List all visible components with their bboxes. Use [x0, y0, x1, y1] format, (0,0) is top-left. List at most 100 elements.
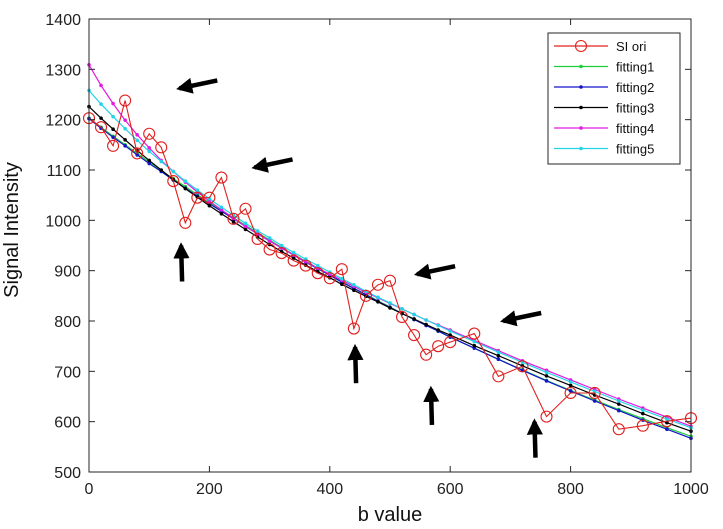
data-point: [195, 188, 200, 192]
data-point: [347, 322, 360, 335]
x-tick-label: 600: [437, 481, 464, 498]
data-point: [227, 212, 240, 225]
data-point: [219, 211, 224, 216]
data-point: [299, 259, 312, 272]
data-point: [424, 322, 428, 327]
data-point: [412, 312, 416, 317]
legend-swatch-marker: [579, 126, 583, 130]
legend-swatch-marker: [579, 146, 583, 151]
data-point: [291, 256, 296, 260]
annotation-arrow: [173, 242, 190, 282]
data-point: [275, 247, 288, 260]
data-point: [665, 427, 669, 432]
data-point: [99, 102, 103, 106]
data-point: [243, 221, 248, 226]
data-point: [111, 114, 115, 119]
data-point: [315, 263, 320, 268]
y-tick-label: 1200: [45, 113, 81, 130]
data-point: [564, 386, 577, 400]
data-point: [641, 411, 645, 416]
annotation-arrow: [526, 418, 543, 458]
data-point: [540, 410, 553, 423]
data-point: [99, 116, 103, 120]
data-point: [207, 203, 212, 208]
data-point: [408, 329, 421, 342]
legend-label: fitting3: [616, 101, 654, 116]
annotation-arrow: [500, 310, 542, 327]
legend-label: fitting2: [616, 80, 654, 95]
legend-entry: fitting5: [554, 142, 654, 157]
y-tick-label: 700: [54, 364, 81, 381]
legend-entry: fitting4: [554, 121, 654, 136]
legend-label: fitting1: [616, 60, 654, 75]
data-point: [424, 318, 428, 322]
data-point: [107, 139, 120, 152]
data-point: [472, 339, 477, 344]
data-point: [123, 126, 127, 131]
data-point: [143, 127, 156, 140]
data-point: [147, 158, 151, 163]
data-point: [99, 83, 103, 88]
data-point: [383, 274, 397, 287]
data-point: [568, 383, 573, 388]
y-tick-label: 1100: [47, 163, 82, 180]
data-point: [94, 121, 108, 134]
data-point: [171, 169, 176, 174]
data-point: [147, 149, 151, 154]
data-point: [135, 132, 139, 137]
data-point: [376, 295, 380, 300]
data-point: [352, 282, 356, 287]
data-point: [436, 328, 440, 332]
data-point: [660, 415, 673, 428]
data-point: [291, 250, 296, 255]
data-point: [665, 417, 669, 421]
data-point: [159, 159, 164, 164]
y-tick-label: 1400: [45, 12, 81, 29]
data-point: [119, 94, 132, 107]
legend-swatch-marker: [579, 85, 583, 89]
data-point: [636, 419, 649, 432]
data-point: [123, 138, 127, 142]
data-point: [641, 408, 645, 412]
data-point: [135, 138, 139, 143]
x-tick-label: 400: [316, 481, 343, 498]
legend-box: [547, 32, 681, 165]
legend-label: SI ori: [616, 39, 646, 54]
data-point: [183, 186, 188, 191]
data-point: [243, 227, 248, 232]
data-point: [155, 141, 168, 154]
data-point: [616, 402, 621, 406]
data-point: [340, 276, 344, 281]
data-point: [167, 175, 180, 188]
legend-label: fitting5: [616, 142, 654, 157]
data-point: [111, 135, 115, 140]
y-tick-label: 800: [54, 314, 81, 331]
axes: 0 200 400 600 800 1000 500 600 700 800 900 1000 1100…: [45, 12, 708, 498]
data-point: [432, 340, 445, 353]
data-point: [412, 317, 416, 321]
data-point: [243, 224, 248, 229]
data-point: [592, 399, 597, 403]
data-point: [371, 278, 385, 291]
data-point: [179, 216, 192, 229]
data-point: [340, 282, 344, 287]
annotation-arrow: [423, 385, 440, 426]
data-point: [544, 370, 549, 375]
data-point: [263, 243, 276, 256]
data-point: [388, 301, 392, 305]
data-point: [207, 199, 212, 204]
legend-swatch-marker: [579, 105, 583, 110]
legend-entry: fitting1: [554, 60, 654, 75]
y-tick-label: 1300: [45, 62, 81, 79]
legend-label: fitting4: [616, 121, 654, 136]
annotation-arrow: [251, 156, 294, 173]
data-point: [496, 357, 501, 362]
data-point: [612, 423, 625, 436]
data-point: [239, 202, 252, 215]
data-point: [468, 327, 481, 340]
data-point: [287, 254, 300, 267]
data-point: [191, 191, 204, 204]
data-point: [131, 147, 144, 160]
data-point: [147, 146, 151, 150]
data-point: [147, 161, 151, 166]
